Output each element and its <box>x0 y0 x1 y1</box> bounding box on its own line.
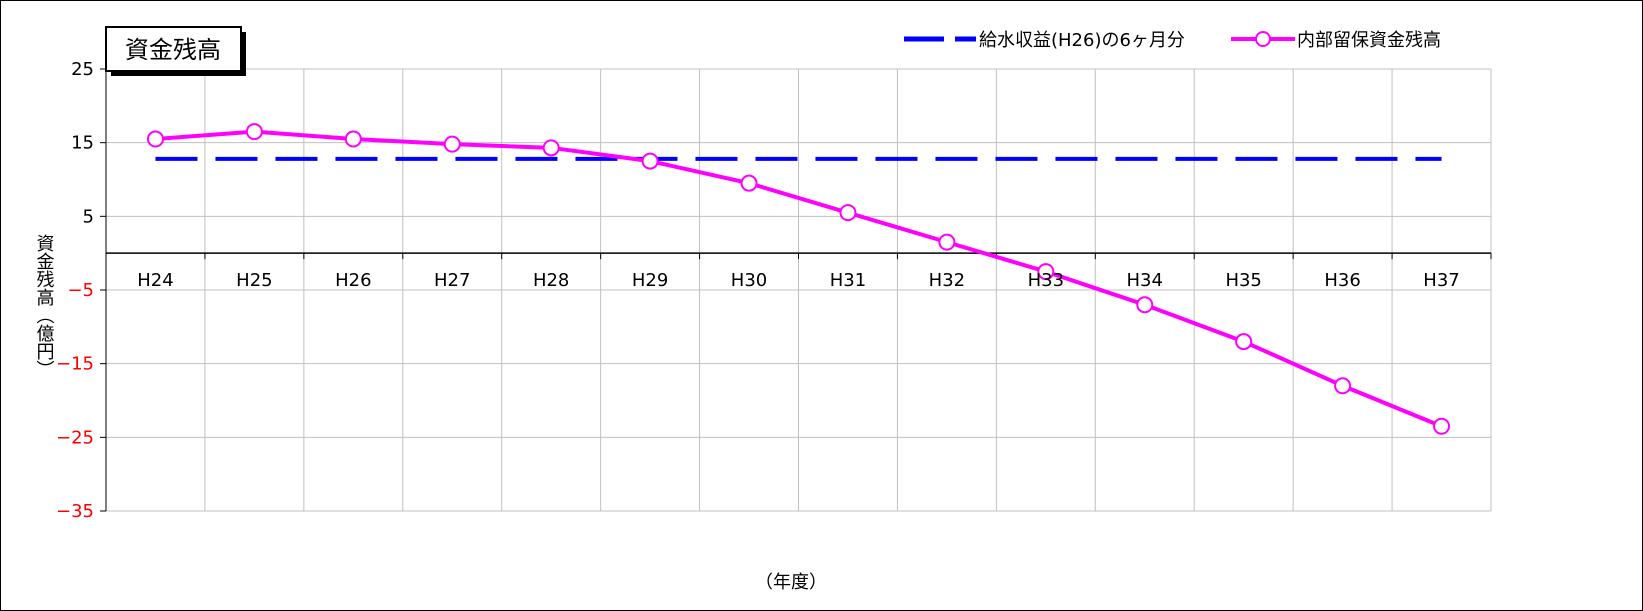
y-tick-label: −25 <box>56 427 94 448</box>
x-tick-label: H26 <box>335 270 371 291</box>
chart-title: 資金残高 <box>125 36 221 64</box>
data-point <box>245 123 263 141</box>
x-tick-label: H28 <box>533 270 569 291</box>
legend-label-internal-reserve: 内部留保資金残高 <box>1297 30 1441 51</box>
tick-labels: 25 15 5 −5 −15 −25 −35 <box>56 59 94 522</box>
data-point <box>1433 417 1451 435</box>
x-tick-label: H34 <box>1127 270 1163 291</box>
legend-item-reserve: 内部留保資金残高 <box>1231 30 1441 51</box>
data-point <box>344 130 362 148</box>
data-point <box>146 130 164 148</box>
x-tick-label: H35 <box>1225 270 1261 291</box>
data-point <box>938 233 956 251</box>
x-tick-label: H25 <box>236 270 272 291</box>
y-tick-label: 25 <box>71 59 94 80</box>
x-tick-label: H29 <box>632 270 668 291</box>
legend-label-supply-revenue: 給水収益(H26)の6ヶ月分 <box>979 30 1185 51</box>
x-tick-label: H30 <box>731 270 767 291</box>
x-tick-label: H36 <box>1324 270 1360 291</box>
series-internal-reserve <box>146 123 1451 435</box>
data-point <box>1235 333 1253 351</box>
data-point <box>641 152 659 170</box>
series-layer <box>146 123 1451 435</box>
category-labels: H24 H25 H26 H27 H28 H29 H30 H31 H32 H33 H34 H35 H36 H… <box>137 270 1460 291</box>
axes <box>100 68 1492 512</box>
x-tick-label: H33 <box>1028 270 1064 291</box>
data-point <box>1136 296 1154 314</box>
chart-title-box: 資金残高 <box>105 26 246 76</box>
x-tick-label: H32 <box>929 270 965 291</box>
legend-item-dashed: 給水収益(H26)の6ヶ月分 <box>904 30 1185 51</box>
x-tick-label: H37 <box>1423 270 1459 291</box>
legend-marker-circle <box>1255 31 1271 47</box>
series-line <box>155 129 1443 429</box>
data-point <box>740 174 758 192</box>
y-tick-label: −15 <box>56 354 94 375</box>
data-point <box>1334 377 1352 395</box>
y-tick-label: −35 <box>56 501 94 522</box>
data-point <box>839 204 857 222</box>
data-point <box>542 139 560 157</box>
y-tick-label: 15 <box>71 133 94 154</box>
legend: 給水収益(H26)の6ヶ月分 内部留保資金残高 <box>904 30 1441 51</box>
data-point <box>1037 263 1055 281</box>
x-tick-label: H31 <box>830 270 866 291</box>
x-tick-label: H24 <box>137 270 173 291</box>
y-axis-label: 資金残高（億円） <box>34 234 55 378</box>
y-tick-label: −5 <box>67 280 94 301</box>
x-axis-label: （年度） <box>755 572 827 593</box>
y-tick-label: 5 <box>83 206 94 227</box>
x-tick-label: H27 <box>434 270 470 291</box>
data-point <box>443 135 461 153</box>
